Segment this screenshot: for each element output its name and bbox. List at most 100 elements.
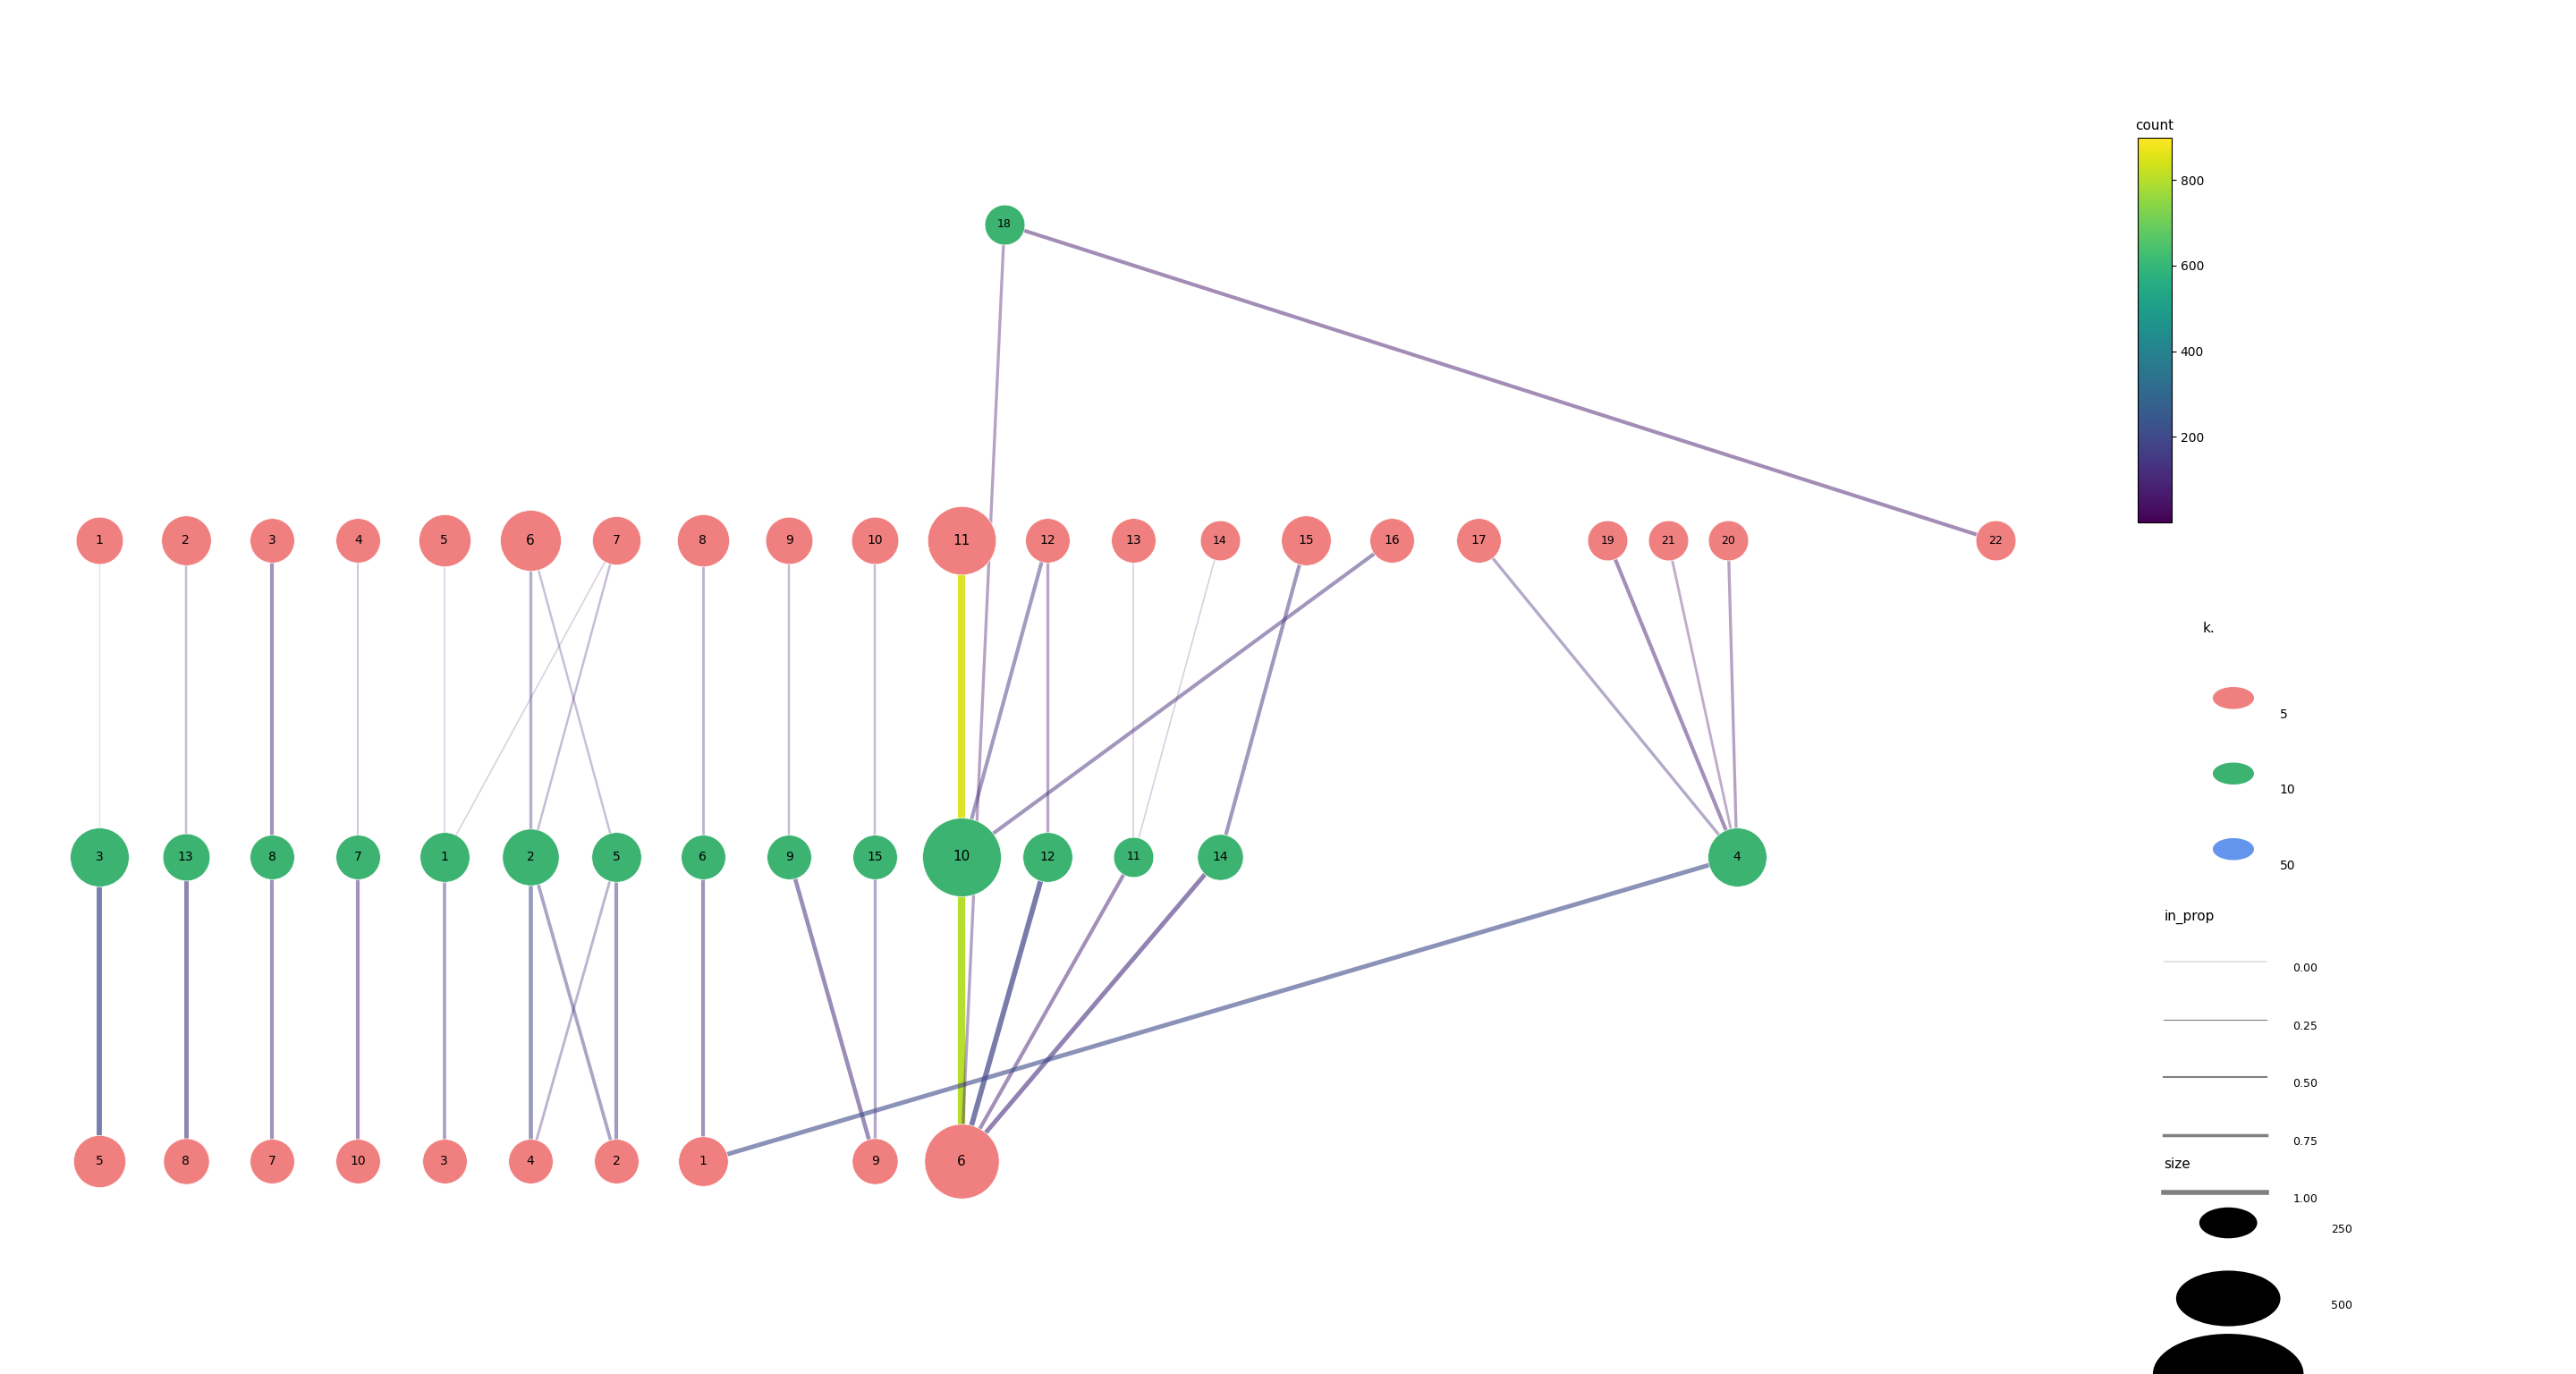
Text: 8: 8 (698, 534, 706, 547)
Point (1200, 529, 1242, 551)
Point (510, 846, 551, 868)
Text: 7: 7 (268, 1156, 276, 1168)
Text: 18: 18 (997, 218, 1012, 229)
Point (1113, 846, 1154, 868)
Text: 0.75: 0.75 (2293, 1136, 2318, 1147)
Text: 15: 15 (1298, 534, 1314, 547)
Text: 4: 4 (1734, 851, 1741, 863)
Point (1976, 529, 2017, 551)
Text: 7: 7 (353, 851, 363, 863)
Point (80, 1150, 121, 1172)
Text: 250: 250 (2331, 1224, 2352, 1235)
Point (940, 529, 981, 551)
Point (940, 846, 981, 868)
Text: k.: k. (2202, 621, 2215, 635)
Point (1716, 846, 1757, 868)
Text: 2: 2 (613, 1156, 621, 1168)
Text: 8: 8 (183, 1156, 191, 1168)
Text: 22: 22 (1989, 534, 2002, 547)
Point (80, 846, 121, 868)
Text: 4: 4 (353, 534, 363, 547)
Text: 0.25: 0.25 (2293, 1021, 2318, 1032)
Text: 50: 50 (2280, 859, 2295, 872)
Text: 15: 15 (868, 851, 884, 863)
Point (165, 529, 206, 551)
Text: 10: 10 (868, 534, 884, 547)
Text: 3: 3 (440, 1156, 448, 1168)
Text: 0.50: 0.50 (2293, 1079, 2318, 1090)
Point (855, 529, 896, 551)
Text: 6: 6 (956, 1154, 966, 1168)
Point (1458, 529, 1499, 551)
Text: 20: 20 (1721, 534, 1736, 547)
Text: 11: 11 (1126, 851, 1141, 863)
Text: 1.00: 1.00 (2293, 1194, 2318, 1205)
Point (768, 846, 809, 868)
Text: 2: 2 (183, 534, 191, 547)
Text: 4: 4 (526, 1156, 533, 1168)
Text: 3: 3 (268, 534, 276, 547)
Point (510, 1150, 551, 1172)
Text: 3: 3 (95, 851, 103, 863)
Point (422, 1150, 464, 1172)
Point (855, 1150, 896, 1172)
Point (337, 1150, 379, 1172)
Text: 1: 1 (95, 534, 103, 547)
Point (1285, 529, 1327, 551)
Point (683, 1150, 724, 1172)
Text: 21: 21 (1662, 534, 1674, 547)
Point (165, 1150, 206, 1172)
Title: count: count (2136, 120, 2174, 133)
Text: 10: 10 (953, 851, 971, 864)
Point (1028, 846, 1069, 868)
Point (683, 529, 724, 551)
Point (768, 529, 809, 551)
Point (683, 846, 724, 868)
Point (337, 846, 379, 868)
Point (337, 529, 379, 551)
Text: 12: 12 (1041, 851, 1056, 863)
Text: 10: 10 (2280, 783, 2295, 797)
Text: 6: 6 (526, 534, 536, 547)
Text: 500: 500 (2331, 1300, 2352, 1311)
Point (422, 846, 464, 868)
Point (252, 529, 294, 551)
Point (252, 846, 294, 868)
Text: 5: 5 (2280, 708, 2287, 721)
Text: 19: 19 (1600, 534, 1615, 547)
Point (940, 1150, 981, 1172)
Text: 9: 9 (871, 1156, 878, 1168)
Text: 14: 14 (1211, 851, 1229, 863)
Text: 13: 13 (178, 851, 193, 863)
Text: 7: 7 (613, 534, 621, 547)
Point (1370, 529, 1412, 551)
Point (595, 846, 636, 868)
Text: 5: 5 (95, 1156, 103, 1168)
Point (165, 846, 206, 868)
Point (984, 213, 1025, 235)
Text: 5: 5 (440, 534, 448, 547)
Text: 11: 11 (953, 534, 971, 547)
Point (1646, 529, 1687, 551)
Text: size: size (2164, 1157, 2190, 1171)
Text: 17: 17 (1471, 534, 1486, 547)
Point (1708, 529, 1749, 551)
Text: 14: 14 (1213, 534, 1226, 547)
Point (1113, 529, 1154, 551)
Text: 5: 5 (613, 851, 621, 863)
Text: in_prop: in_prop (2164, 910, 2215, 925)
Text: 13: 13 (1126, 534, 1141, 547)
Point (422, 529, 464, 551)
Text: 16: 16 (1383, 534, 1401, 547)
Point (595, 529, 636, 551)
Point (855, 846, 896, 868)
Point (1200, 846, 1242, 868)
Text: 1: 1 (698, 1156, 706, 1168)
Text: 10: 10 (350, 1156, 366, 1168)
Text: 2: 2 (526, 851, 533, 863)
Point (1028, 529, 1069, 551)
Text: 1: 1 (440, 851, 448, 863)
Text: 6: 6 (698, 851, 706, 863)
Point (80, 529, 121, 551)
Point (1587, 529, 1628, 551)
